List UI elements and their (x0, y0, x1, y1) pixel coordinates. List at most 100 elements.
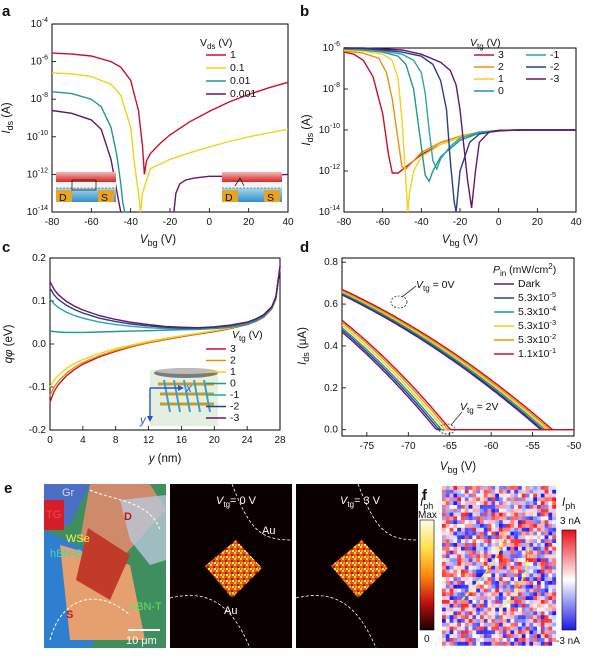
panel-e-map-3v: Vtg= 3 V (295, 483, 419, 649)
inset-c-axis-y: y (139, 415, 147, 427)
x-tick-label: -80 (45, 217, 60, 228)
chart-c-xlabel: y (nm) (148, 453, 182, 465)
series-line (341, 331, 574, 431)
legend-entry: 0.001 (230, 88, 256, 100)
series-line--3 (344, 47, 576, 209)
panel-label-b: b (300, 3, 309, 20)
inset-a-right-d: D (225, 192, 233, 204)
chart-a-inset-left: D S (56, 172, 116, 204)
series-line-0.1 (51, 72, 289, 213)
chart-c-series (49, 266, 281, 403)
x-tick-label: 28 (274, 435, 286, 446)
series-line (341, 289, 574, 431)
tag-tg: TG (46, 509, 61, 521)
chart-c-legend-title: Vtg (V) (232, 329, 263, 343)
chart-d: -75 -70 -65 -60 -55 -50 0.0 0.2 0.4 0.6 0.8 Vtg = … (297, 257, 582, 475)
series-line (341, 294, 574, 431)
colorbar-e-title: Iph (420, 497, 433, 511)
series-line (341, 288, 574, 431)
x-tick-label: -60 (484, 441, 499, 452)
chart-d-legend: Pin (mW/cm2) Dark5.3x10-55.3x10-45.3x10-… (493, 262, 556, 360)
series-line-0.001 (51, 109, 122, 213)
map-0v-label: Vtg= 0 V (216, 495, 257, 509)
x-tick-label: 20 (209, 435, 221, 446)
x-tick-label: 20 (243, 217, 255, 228)
legend-entry: 1 (498, 73, 504, 85)
x-tick-label: 8 (113, 435, 119, 446)
tag-hbnt: hBN-T (130, 601, 162, 613)
x-tick-label: -40 (414, 217, 429, 228)
x-tick-label: 0 (207, 217, 213, 228)
chart-d-series (341, 288, 574, 431)
x-tick-label: -75 (360, 441, 375, 452)
chart-d-marker-0v (390, 295, 408, 309)
tag-gr: Gr (62, 487, 75, 499)
series-line--1 (49, 266, 281, 330)
tag-wse2: WSe (66, 533, 90, 545)
panel-label-d: d (300, 239, 309, 256)
y-tick-label: 0.6 (324, 299, 338, 310)
y-tick-label: 0.4 (324, 341, 338, 352)
colorbar-e-min: 0 (424, 634, 430, 645)
inset-a-left-s: S (101, 192, 108, 204)
legend-entry: 5.3x10-3 (518, 318, 556, 332)
x-tick-label: 12 (143, 435, 155, 446)
y-tick-label: 10-8 (323, 82, 340, 95)
y-tick-label: 10-6 (31, 55, 48, 68)
chart-d-xlabel: Vbg (V) (440, 461, 476, 475)
colorbar-f-title: Iph (562, 497, 575, 511)
y-tick-label: -0.2 (29, 425, 47, 436)
colorbar-f-min: -3 nA (556, 636, 580, 647)
chart-b-legend-title: Vtg (V) (470, 37, 501, 51)
legend-entry: 0 (230, 378, 236, 390)
chart-a: -80 -60 -40 -20 0 20 40 10-14 10-12 10-10 10-8 10-6… (1, 17, 294, 248)
series-line (341, 292, 574, 431)
series-line--3 (49, 266, 281, 329)
series-line (341, 291, 574, 431)
legend-entry: 0 (498, 85, 504, 97)
chart-a-ylabel: Ids (A) (1, 102, 15, 133)
series-line-0 (49, 266, 281, 334)
legend-entry: 2 (498, 61, 504, 73)
chart-c-ylabel: qφ (eV) (3, 324, 15, 363)
chart-d-annot-0v: Vtg = 0V (416, 279, 455, 293)
legend-entry: -3 (550, 73, 559, 85)
series-line (341, 293, 574, 431)
panel-label-c: c (2, 239, 10, 256)
x-tick-label: -70 (401, 441, 416, 452)
map-0v-au-top: Au (262, 525, 275, 537)
y-tick-label: -0.1 (29, 382, 47, 393)
x-tick-label: 40 (570, 217, 582, 228)
tag-s: S (66, 609, 73, 621)
x-tick-label: 16 (176, 435, 188, 446)
x-tick-label: 0 (47, 435, 53, 446)
legend-entry: 3 (498, 49, 504, 61)
panel-e-optical-image: Gr TG D WSe hBN-B hBN-T S 10 μm (44, 484, 166, 648)
y-tick-label: 10-10 (319, 123, 340, 136)
chart-c-inset-schematic: x y (139, 368, 218, 427)
x-tick-label: 40 (282, 217, 294, 228)
series-line (341, 319, 574, 431)
chart-d-marker-2v (438, 423, 456, 435)
x-tick-label: -65 (442, 441, 457, 452)
chart-a-xlabel: Vbg (V) (140, 234, 176, 248)
inset-a-right-s: S (267, 192, 274, 204)
colorbar-f-max: 3 nA (560, 516, 581, 527)
colorbar-e-max: Max (418, 510, 437, 521)
legend-entry: 5.3x10-2 (518, 332, 556, 346)
y-tick-label: 0.1 (32, 296, 46, 307)
chart-b: -80 -60 -40 -20 0 20 4010-1410-1210-1010-810-6… (301, 37, 582, 248)
chart-d-annot-2v: Vtg = 2V (460, 401, 499, 415)
legend-entry: 1 (230, 366, 236, 378)
y-tick-label: 0.0 (324, 425, 338, 436)
legend-entry: 3 (230, 343, 236, 355)
legend-entry: -1 (550, 49, 559, 61)
legend-entry: 1 (230, 49, 236, 61)
x-tick-label: -80 (337, 217, 352, 228)
y-tick-label: 10-10 (27, 130, 48, 143)
panel-label-e: e (4, 480, 12, 497)
series-line-0.01 (51, 91, 127, 213)
